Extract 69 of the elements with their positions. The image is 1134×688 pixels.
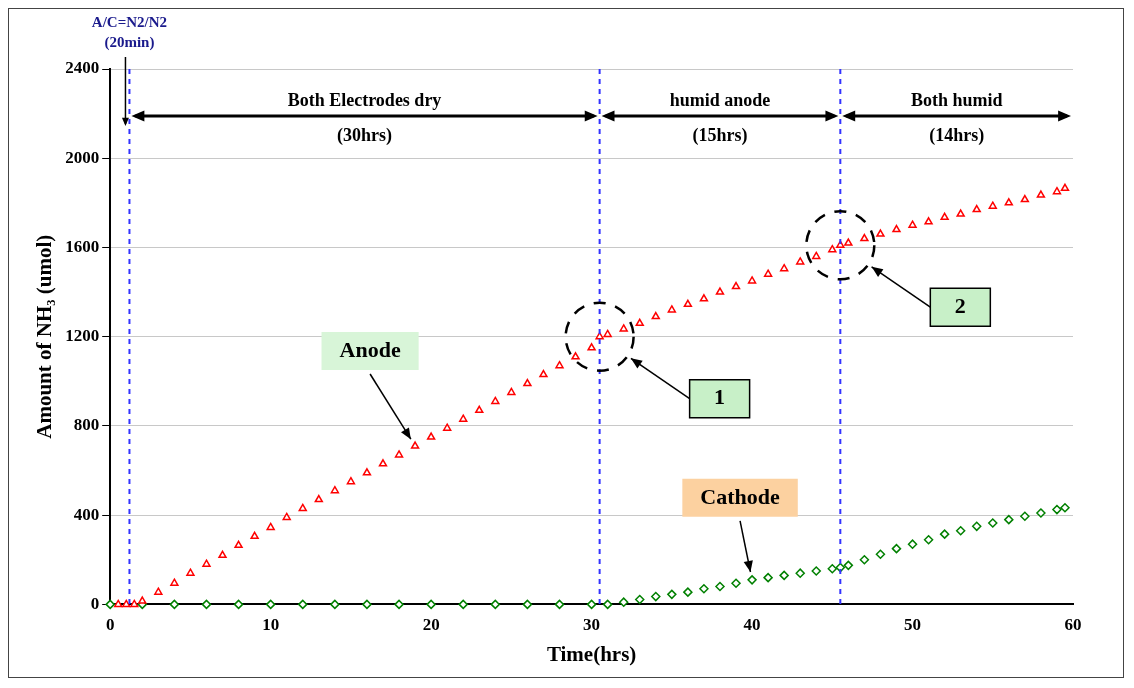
- point: [618, 597, 629, 607]
- point: [1052, 504, 1062, 515]
- point: [811, 566, 821, 576]
- x-tick-label: 60: [1064, 614, 1082, 634]
- point: [971, 521, 982, 532]
- x-tick-label: 40: [743, 614, 761, 634]
- point: [362, 599, 372, 610]
- annotation: 2: [954, 292, 966, 318]
- point: [843, 560, 854, 571]
- annotation: humid anode (15hrs): [669, 90, 771, 146]
- y-tick-label: 800: [73, 415, 100, 435]
- point: [1004, 514, 1014, 525]
- point: [233, 599, 244, 610]
- point: [169, 599, 180, 610]
- point: [522, 599, 533, 610]
- point: [875, 549, 886, 559]
- y-tick-label: 2000: [65, 147, 100, 167]
- point: [763, 572, 773, 583]
- x-tick-label: 20: [422, 614, 440, 634]
- x-tick-label: 10: [262, 614, 280, 634]
- point: [1036, 508, 1046, 518]
- y-tick-label: 1600: [65, 236, 100, 256]
- point: [602, 599, 613, 610]
- point: [426, 599, 436, 610]
- text: Anode: [339, 336, 401, 362]
- point: [939, 529, 950, 539]
- x-tick-label: 50: [904, 614, 922, 634]
- point: [1020, 511, 1030, 522]
- point: [105, 599, 115, 610]
- point: [554, 599, 565, 610]
- x-tick-label: 30: [583, 614, 601, 634]
- point: [586, 599, 597, 610]
- point: [634, 594, 645, 605]
- point: [923, 534, 934, 545]
- point: [298, 599, 308, 610]
- point: [988, 518, 998, 528]
- x-tick-label: 0: [105, 614, 115, 634]
- y-tick-label: 2400: [65, 58, 100, 78]
- point: [747, 575, 757, 585]
- y-tick-label: 400: [73, 504, 100, 524]
- point: [699, 584, 709, 594]
- ref-line-label: A/C=N2/N2 (20min): [91, 14, 168, 51]
- point: [1060, 503, 1070, 513]
- point: [795, 568, 805, 578]
- y-axis-title: Amount of NH₃ (umol): [32, 234, 57, 439]
- point: [394, 599, 404, 610]
- point: [731, 578, 741, 588]
- y-tick-label: 0: [90, 593, 100, 613]
- point: [458, 599, 468, 610]
- point: [651, 591, 661, 602]
- point: [907, 539, 918, 549]
- point: [779, 570, 789, 581]
- point: [683, 587, 693, 597]
- point: [490, 599, 501, 610]
- annotation: 1: [714, 384, 726, 410]
- point: [955, 526, 966, 536]
- point: [667, 589, 677, 600]
- point: [265, 599, 276, 610]
- y-tick-label: 1200: [65, 326, 100, 346]
- point: [859, 555, 870, 565]
- point: [330, 599, 340, 610]
- point: [715, 581, 725, 592]
- annotation: Both Electrodes dry (30hrs): [287, 90, 442, 146]
- x-axis-title: Time(hrs): [546, 641, 637, 666]
- text: Cathode: [700, 483, 781, 509]
- point: [827, 563, 838, 574]
- point: [201, 599, 212, 610]
- annotation: Both humid (14hrs): [910, 90, 1003, 146]
- point: [891, 543, 902, 554]
